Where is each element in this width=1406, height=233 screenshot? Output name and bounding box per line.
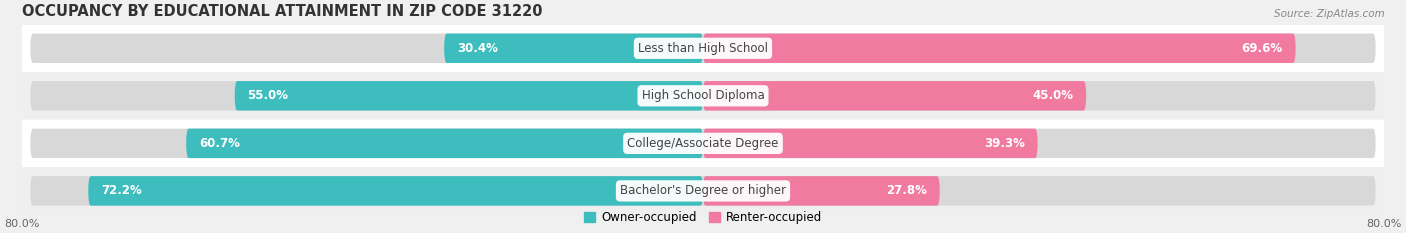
Text: 45.0%: 45.0% [1032, 89, 1073, 102]
FancyBboxPatch shape [444, 34, 703, 63]
Text: OCCUPANCY BY EDUCATIONAL ATTAINMENT IN ZIP CODE 31220: OCCUPANCY BY EDUCATIONAL ATTAINMENT IN Z… [22, 4, 543, 19]
FancyBboxPatch shape [703, 129, 1038, 158]
FancyBboxPatch shape [89, 176, 703, 206]
Legend: Owner-occupied, Renter-occupied: Owner-occupied, Renter-occupied [583, 211, 823, 224]
FancyBboxPatch shape [31, 176, 1375, 206]
FancyBboxPatch shape [31, 34, 1375, 63]
FancyBboxPatch shape [235, 81, 703, 110]
Text: 55.0%: 55.0% [247, 89, 288, 102]
Text: High School Diploma: High School Diploma [641, 89, 765, 102]
Text: 27.8%: 27.8% [886, 184, 927, 197]
FancyBboxPatch shape [22, 167, 1384, 215]
FancyBboxPatch shape [186, 129, 703, 158]
Text: 72.2%: 72.2% [101, 184, 142, 197]
FancyBboxPatch shape [31, 129, 1375, 158]
FancyBboxPatch shape [22, 24, 1384, 72]
Text: Source: ZipAtlas.com: Source: ZipAtlas.com [1274, 9, 1385, 19]
Text: College/Associate Degree: College/Associate Degree [627, 137, 779, 150]
FancyBboxPatch shape [703, 34, 1295, 63]
FancyBboxPatch shape [22, 72, 1384, 120]
Text: Bachelor's Degree or higher: Bachelor's Degree or higher [620, 184, 786, 197]
FancyBboxPatch shape [703, 81, 1087, 110]
FancyBboxPatch shape [22, 120, 1384, 167]
Text: 69.6%: 69.6% [1241, 42, 1282, 55]
Text: Less than High School: Less than High School [638, 42, 768, 55]
Text: 39.3%: 39.3% [984, 137, 1025, 150]
FancyBboxPatch shape [703, 176, 939, 206]
Text: 30.4%: 30.4% [457, 42, 498, 55]
FancyBboxPatch shape [31, 81, 1375, 110]
Text: 60.7%: 60.7% [200, 137, 240, 150]
